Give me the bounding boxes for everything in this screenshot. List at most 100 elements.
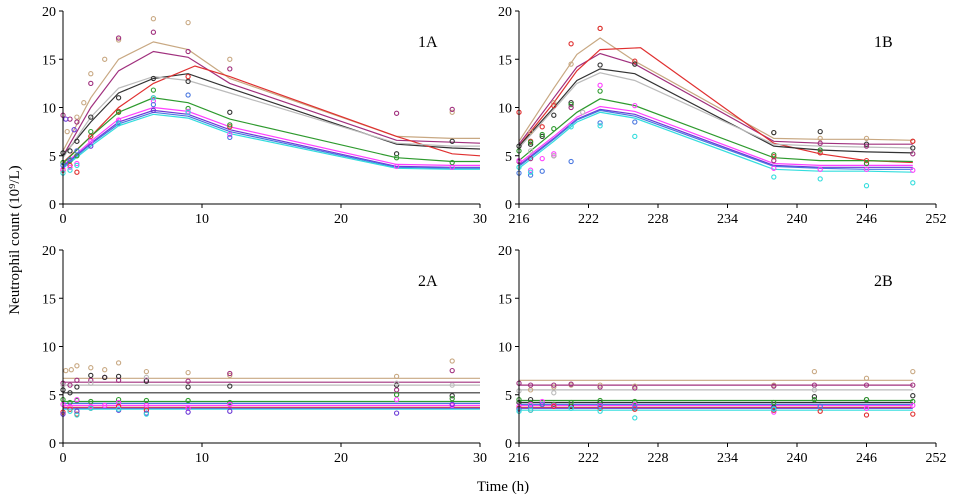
panel-1a-data-point	[102, 56, 108, 62]
panel-1b-x-tick-label: 216	[509, 212, 530, 227]
panel-1b-x-tick-label: 234	[717, 212, 738, 227]
panel-1a-data-point	[67, 116, 73, 122]
panel-1b-data-point	[527, 167, 534, 173]
panel-2a-data-point	[393, 396, 400, 403]
panel-2b-data-point	[568, 381, 574, 387]
panel-2a-data-point	[393, 380, 400, 386]
panel-2b-data-point	[597, 384, 603, 390]
panel-1a-data-point	[150, 16, 157, 22]
panel-2a-y-tick-label: 0	[49, 437, 56, 452]
panel-1b-series-line-9	[518, 109, 913, 170]
panel-2b-data-point	[863, 405, 870, 411]
panel-2a: 0 5 10 15 20 0 10 20 30 2A	[42, 244, 487, 466]
panel-1b-series-line-1	[518, 37, 913, 142]
panel-2a-data-point	[102, 374, 108, 381]
panel-2a-data-point	[143, 402, 150, 409]
panel-2b-data-point	[863, 375, 870, 381]
panel-1a-data-point	[67, 164, 73, 170]
panel-1b-data-point	[910, 138, 916, 144]
panel-2b-y-tick-label: 15	[498, 292, 512, 307]
panel-1a-data-point	[88, 71, 94, 77]
panel-1a-data-point	[185, 78, 191, 85]
panel-1b-data-point	[568, 61, 574, 67]
panel-1b-label: 1B	[874, 34, 893, 51]
panel-2b-y-tick-label: 0	[505, 437, 512, 452]
panel-1a-data-point	[88, 128, 94, 135]
panel-2a-data-point	[227, 372, 233, 379]
panel-1b-data-point	[539, 131, 545, 138]
panel-1a-series-line-3	[62, 73, 481, 157]
panel-1a-data-point	[150, 29, 157, 35]
panel-2b-data-point	[811, 368, 818, 375]
panel-2a-x-tick-label: 0	[60, 451, 67, 466]
panel-1b-data-point	[632, 61, 638, 67]
panel-1a-data-point	[63, 116, 69, 122]
panel-2a-data-point	[393, 387, 400, 393]
panel-1a-data-point	[150, 107, 157, 114]
panel-2b-data-point	[632, 385, 638, 391]
panel-1a-data-point	[185, 92, 191, 98]
panel-1a: 0 5 10 15 20 0 10 20 30 1A	[42, 5, 487, 227]
panel-2a-data-point	[185, 369, 191, 376]
panel-2a-data-point	[143, 374, 150, 381]
panel-2b-data-point	[910, 402, 916, 409]
panel-1a-data-point	[74, 148, 80, 154]
panel-1a-data-point	[227, 66, 233, 72]
panel-2a-data-point	[74, 396, 80, 403]
panel-1a-data-point	[449, 109, 455, 115]
panel-1b-data-point	[597, 123, 603, 129]
panel-2b-data-point	[910, 382, 916, 388]
panel-2a-data-point	[393, 410, 400, 416]
panel-1a-y-tick-label: 10	[42, 102, 56, 117]
panel-2b-data-point	[568, 399, 574, 406]
panel-2a-data-point	[227, 401, 233, 408]
panel-2a-data-point	[67, 406, 73, 412]
panel-2a-data-point	[88, 403, 94, 409]
panel-2a-data-point	[102, 402, 108, 409]
panel-1a-data-point	[393, 155, 400, 161]
panel-1a-label: 1A	[418, 34, 438, 51]
panel-2b-data-point	[597, 405, 603, 411]
panel-2a-data-point	[88, 398, 94, 405]
panel-1b-data-point	[632, 133, 638, 140]
panel-1a-data-point	[227, 124, 233, 130]
panel-1b-data-point	[568, 124, 574, 130]
panel-2b-data-point	[632, 401, 638, 408]
panel-1b-data-point	[527, 128, 534, 135]
panel-2a-data-point	[227, 408, 233, 414]
panel-1b-data-point	[910, 145, 916, 151]
panel-1a-x-tick-label: 0	[60, 212, 67, 227]
panel-1a-data-point	[449, 164, 455, 170]
panel-1a-data-point	[227, 134, 233, 141]
panel-1b-data-point	[539, 124, 545, 130]
panel-1b-x-tick-label: 222	[578, 212, 599, 227]
panel-1a-y-tick-label: 15	[42, 53, 56, 68]
panel-2a-x-tick-label: 20	[334, 451, 348, 466]
panel-1b-data-point	[551, 151, 557, 157]
panel-1b-data-point	[771, 165, 777, 171]
panel-1a-data-point	[115, 35, 122, 41]
panel-2a-y-tick-label: 20	[42, 244, 56, 259]
panel-2b-data-point	[632, 398, 638, 405]
panel-2b-data-point	[771, 399, 777, 406]
panel-1b-data-point	[817, 166, 823, 172]
panel-1b-data-point	[527, 169, 534, 175]
panel-1b-y-tick-label: 20	[498, 5, 512, 20]
panel-1b-data-point	[597, 82, 603, 88]
panel-2b-data-point	[817, 408, 823, 414]
panel-1b-data-point	[568, 104, 574, 111]
panel-2a-data-point	[143, 397, 150, 404]
panel-2b-x-tick-label: 228	[648, 451, 669, 466]
panel-2b-data-point	[863, 382, 870, 388]
panel-1b-data-point	[817, 176, 823, 182]
panel-2b-data-point	[527, 396, 534, 403]
panel-2b-data-point	[539, 398, 545, 405]
panel-1a-series-line-10	[62, 113, 480, 170]
panel-1b-data-point	[863, 157, 870, 164]
panel-2b: 0 5 10 15 20 216 222 228 234 240 246 252 2B	[498, 244, 947, 466]
panel-2b-x-tick-label: 216	[509, 451, 530, 466]
panel-2a-data-point	[393, 373, 400, 380]
panel-2b-data-point	[597, 403, 603, 409]
panel-1b-y-tick-label: 10	[498, 102, 512, 117]
panel-1a-data-point	[74, 153, 80, 159]
